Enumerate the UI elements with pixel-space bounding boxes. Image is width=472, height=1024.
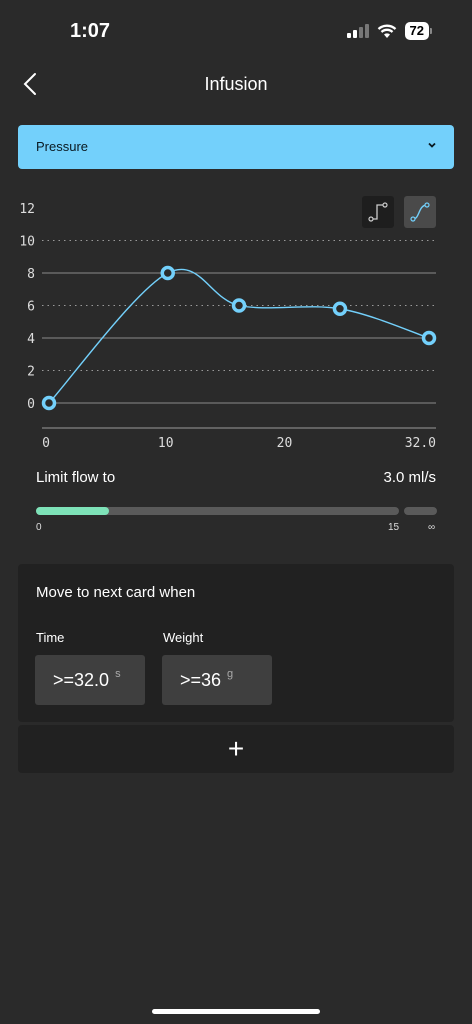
slider-max-label: ∞ [428,522,436,533]
back-chevron-icon[interactable] [20,70,44,98]
time-input[interactable]: >=32.0 s [35,655,145,705]
limit-flow-label: Limit flow to [36,469,116,486]
add-card-button[interactable]: + [18,725,454,773]
signal-icon [346,24,369,38]
y-tick-label: 6 [27,300,35,315]
flow-limit-slider[interactable] [36,507,399,515]
smooth-curve-icon [410,202,430,222]
status-icons: 72 [346,22,432,40]
limit-flow-value: 3.0 ml/s [383,469,436,486]
y-tick-label: 4 [27,332,35,347]
card-title: Move to next card when [36,584,196,601]
plus-icon: + [227,733,245,764]
battery-level: 72 [404,22,429,40]
home-indicator[interactable] [152,1009,320,1014]
weight-label: Weight [163,630,204,645]
x-tick-label: 10 [158,436,174,451]
flow-limit-fill [36,507,109,515]
time-label: Time [36,630,65,645]
linear-curve-icon [368,202,388,222]
slider-mid-label: 15 [388,522,400,533]
status-time: 1:07 [70,20,111,42]
battery-icon: 72 [404,22,432,40]
x-tick-label: 20 [277,436,293,451]
data-point[interactable] [421,330,437,346]
y-tick-label: 12 [19,202,35,217]
time-value: >=32.0 s [53,668,121,690]
chevron-down-icon [428,142,436,148]
linear-mode-button[interactable] [362,196,394,228]
pressure-chart[interactable]: 0 2 4 6 8 10 12 0 10 20 32.0 [0,185,472,455]
data-point[interactable] [160,265,175,281]
series-line [48,268,430,404]
wifi-icon [377,24,396,38]
x-tick-label: 32.0 [405,436,436,451]
y-tick-label: 10 [19,235,35,250]
data-point[interactable] [41,395,57,411]
y-tick-label: 2 [27,365,35,380]
y-tick-label: 0 [27,397,35,412]
dropdown-selected-label: Pressure [36,139,89,154]
data-point[interactable] [231,298,247,313]
x-tick-label: 0 [42,436,50,451]
data-point[interactable] [332,301,348,316]
slider-min-label: 0 [36,522,42,533]
smooth-mode-button[interactable] [404,196,436,228]
flow-limit-unlimited-segment[interactable] [404,507,437,515]
parameter-dropdown[interactable]: Pressure [18,125,454,169]
weight-value: >=36 g [180,668,234,690]
page-title: Infusion [204,74,268,94]
weight-input[interactable]: >=36 g [162,655,272,705]
y-tick-label: 8 [27,267,35,282]
